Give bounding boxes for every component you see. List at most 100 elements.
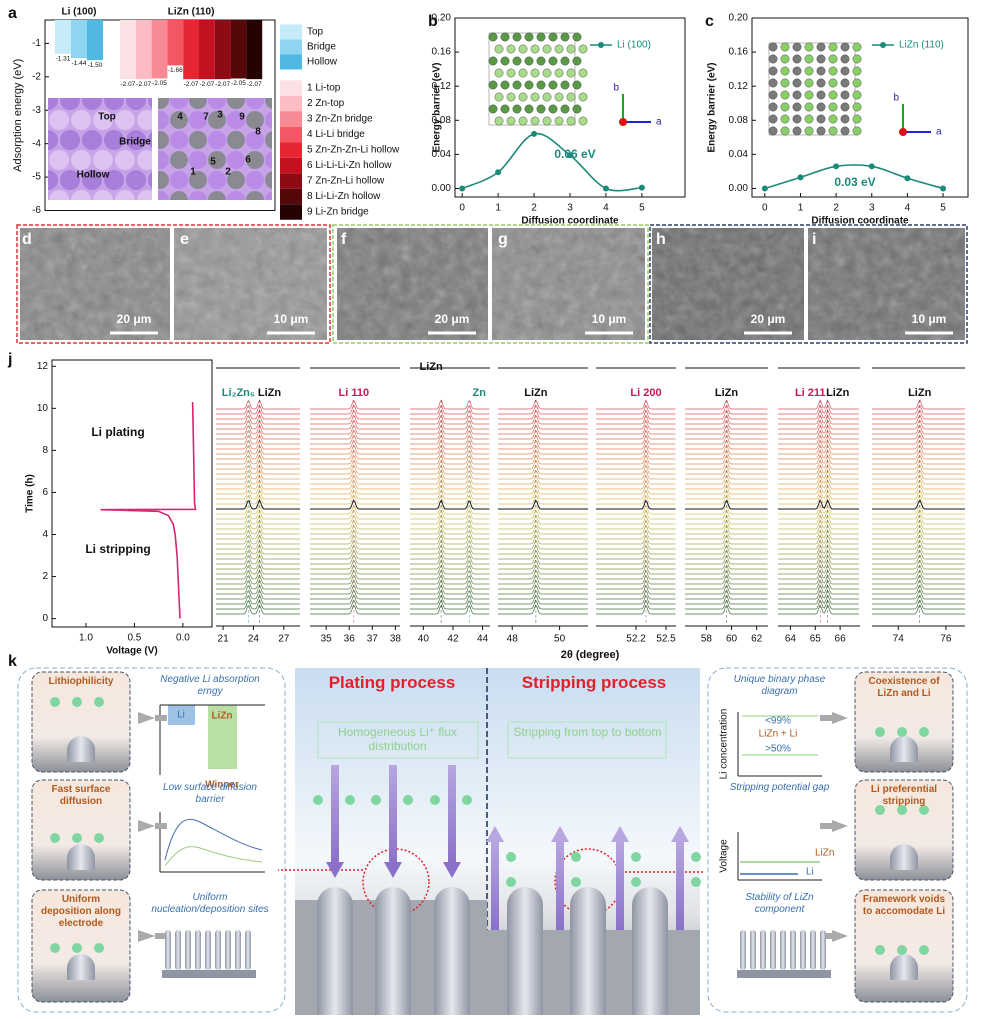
atom bbox=[500, 56, 510, 66]
phase-label: LiZn bbox=[420, 361, 443, 373]
flux-arrow bbox=[671, 826, 689, 842]
xrd-trace bbox=[872, 549, 965, 560]
li-ion bbox=[94, 697, 104, 707]
atom bbox=[189, 171, 207, 189]
xrd-trace bbox=[498, 564, 588, 575]
plot-frame bbox=[751, 17, 969, 198]
electrode-dome bbox=[890, 954, 918, 980]
arrow bbox=[155, 823, 167, 829]
x-tick-label: 37 bbox=[367, 634, 379, 645]
atom bbox=[548, 32, 558, 42]
x-axis-label: Diffusion coordinate bbox=[521, 216, 619, 227]
li-ion bbox=[506, 852, 516, 862]
atom bbox=[208, 151, 226, 169]
feature-box bbox=[31, 779, 131, 881]
x-tick-label: 3 bbox=[567, 203, 573, 214]
atom bbox=[768, 90, 778, 100]
atom bbox=[115, 110, 135, 130]
atom bbox=[246, 98, 264, 109]
bar bbox=[55, 20, 71, 54]
xrd-trace bbox=[410, 419, 490, 430]
xrd-trace bbox=[498, 454, 588, 465]
electrode-dome bbox=[890, 844, 918, 870]
xrd-trace bbox=[872, 444, 965, 455]
xrd-trace bbox=[310, 479, 400, 490]
xrd-trace bbox=[872, 469, 965, 480]
atom bbox=[512, 104, 522, 114]
xrd-trace bbox=[216, 569, 300, 580]
atom bbox=[82, 170, 102, 190]
atom bbox=[530, 68, 540, 78]
x-tick-label: 44 bbox=[477, 634, 489, 645]
atom bbox=[488, 32, 498, 42]
bar-value: -1.66 bbox=[168, 67, 183, 74]
xrd-trace bbox=[778, 498, 859, 510]
annotation: Li stripping bbox=[85, 542, 150, 556]
pillar bbox=[375, 887, 411, 1015]
y-axis-label: Energy barrier (eV) bbox=[432, 62, 443, 152]
inset-label: LiZn bbox=[211, 711, 232, 722]
xrd-trace bbox=[498, 494, 588, 505]
atom bbox=[494, 116, 504, 126]
xrd-trace bbox=[410, 509, 490, 520]
xrd-trace bbox=[310, 604, 400, 615]
xrd-trace bbox=[872, 474, 965, 485]
xrd-trace bbox=[872, 599, 965, 610]
x-tick-label: 0 bbox=[762, 203, 768, 214]
xrd-trace bbox=[872, 454, 965, 465]
atom bbox=[506, 92, 516, 102]
xrd-trace bbox=[778, 439, 859, 450]
panel-label: e bbox=[180, 231, 189, 248]
xrd-trace bbox=[778, 534, 859, 545]
sem-texture bbox=[20, 228, 170, 340]
data-point bbox=[761, 185, 768, 192]
xrd-trace bbox=[410, 494, 490, 505]
atom bbox=[518, 44, 528, 54]
xrd-trace bbox=[216, 459, 300, 470]
inset-label: LiZn bbox=[815, 848, 834, 859]
li-ion bbox=[571, 877, 581, 887]
flux-arrow bbox=[676, 840, 684, 930]
x-tick-label: 4 bbox=[905, 203, 911, 214]
xrd-trace bbox=[872, 554, 965, 565]
crystal-inset bbox=[488, 32, 588, 126]
flux-arrow bbox=[384, 862, 402, 878]
y-axis-label: Time (h) bbox=[25, 474, 36, 513]
x-tick-label: 0.0 bbox=[176, 633, 190, 644]
bar bbox=[183, 20, 199, 80]
xrd-trace bbox=[410, 604, 490, 615]
xrd-trace bbox=[778, 549, 859, 560]
atom bbox=[512, 32, 522, 42]
li-ion bbox=[919, 945, 929, 955]
xrd-trace bbox=[310, 574, 400, 585]
xrd-trace bbox=[216, 584, 300, 595]
xrd-trace bbox=[778, 434, 859, 445]
atom bbox=[93, 110, 113, 130]
bar-value: -2.07 bbox=[215, 81, 230, 88]
xrd-trace bbox=[596, 474, 676, 485]
panel-label: a bbox=[8, 5, 17, 22]
feature-box bbox=[854, 671, 954, 773]
xrd-trace bbox=[216, 479, 300, 490]
bar-value: -2.05 bbox=[231, 80, 246, 87]
xrd-trace bbox=[872, 589, 965, 600]
arrow bbox=[832, 820, 848, 832]
data-point bbox=[531, 130, 538, 137]
phase-label: Li 200 bbox=[630, 387, 661, 399]
atom bbox=[148, 132, 152, 148]
atom bbox=[828, 42, 838, 52]
xrd-trace bbox=[778, 399, 859, 410]
xrd-trace bbox=[872, 464, 965, 475]
xrd-trace bbox=[310, 519, 400, 530]
atom bbox=[804, 90, 814, 100]
x-tick-label: 3 bbox=[869, 203, 875, 214]
feature-box bbox=[854, 779, 954, 881]
feature-title: Li preferential stripping bbox=[870, 784, 938, 807]
atom bbox=[548, 56, 558, 66]
x-axis-label: 2θ (degree) bbox=[561, 649, 620, 661]
atom bbox=[170, 191, 188, 200]
atom bbox=[578, 92, 588, 102]
x-tick-label: 27 bbox=[278, 634, 290, 645]
atom bbox=[71, 150, 91, 170]
xrd-trace bbox=[310, 464, 400, 475]
